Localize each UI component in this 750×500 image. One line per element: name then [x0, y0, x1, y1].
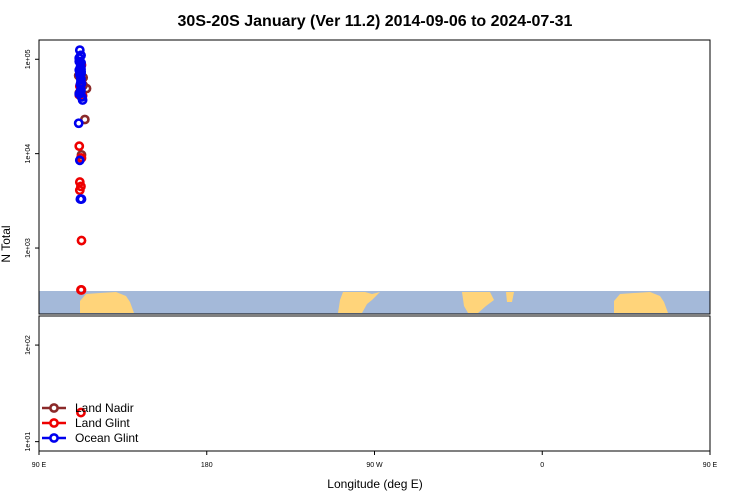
legend-label: Land Glint: [75, 416, 130, 430]
y-tick-label: 1e+05: [25, 49, 32, 69]
ocean-glint-point: [77, 91, 87, 102]
land-glint-point: [76, 181, 86, 192]
y-tick-label: 1e+03: [25, 238, 32, 258]
x-tick-label: 90 W: [366, 462, 383, 469]
land-glint-point: [74, 177, 85, 187]
world-map-strip: [39, 291, 710, 314]
y-tick-label: 1e+01: [25, 432, 32, 452]
ocean-glint-point: [76, 78, 87, 89]
x-tick-label: 0: [540, 462, 544, 469]
land-madagascar: [506, 292, 514, 302]
land-southern-africa: [462, 292, 494, 313]
y-tick-label: 1e+04: [25, 144, 32, 164]
axes: 90 E 180 90 W 0 90 E 1e+03 1e+04 1e+05 1e+01 1e+0…: [25, 49, 718, 469]
land-glint-point: [76, 235, 87, 246]
x-tick-label: 90 E: [703, 462, 718, 469]
ocean-glint-point: [73, 118, 84, 129]
legend-marker: [49, 403, 59, 413]
land-australia-left: [80, 292, 134, 313]
x-axis-label: Longitude (deg E): [327, 477, 422, 491]
ocean-glint-point: [76, 57, 86, 68]
land-glint-point: [76, 285, 87, 295]
chart-title: 30S-20S January (Ver 11.2) 2014-09-06 to…: [178, 13, 573, 30]
land-australia-right: [614, 292, 668, 313]
data-marks: [73, 45, 92, 418]
legend-item-land-glint: Land Glint: [42, 416, 130, 430]
y-axis-label: N Total: [0, 225, 13, 262]
legend-label: Land Nadir: [75, 401, 134, 415]
land-glint-point: [76, 407, 86, 418]
ocean-glint-point: [74, 155, 85, 166]
ocean-band: [39, 291, 710, 314]
x-tick-label: 90 E: [32, 462, 47, 469]
x-tick-label: 180: [201, 462, 213, 469]
legend-marker: [49, 418, 59, 428]
legend-label: Ocean Glint: [75, 431, 139, 445]
land-south-america: [338, 292, 380, 313]
ocean-glint-point: [74, 53, 85, 63]
legend-marker: [49, 433, 59, 443]
legend-item-ocean-glint: Ocean Glint: [42, 431, 139, 445]
upper-panel-frame: [38, 39, 711, 315]
y-tick-label: 1e+02: [25, 335, 32, 355]
ocean-glint-point: [76, 194, 87, 204]
legend-item-land-nadir: Land Nadir: [42, 401, 134, 415]
land-glint-point: [74, 141, 85, 152]
ocean-glint-point: [76, 66, 86, 77]
